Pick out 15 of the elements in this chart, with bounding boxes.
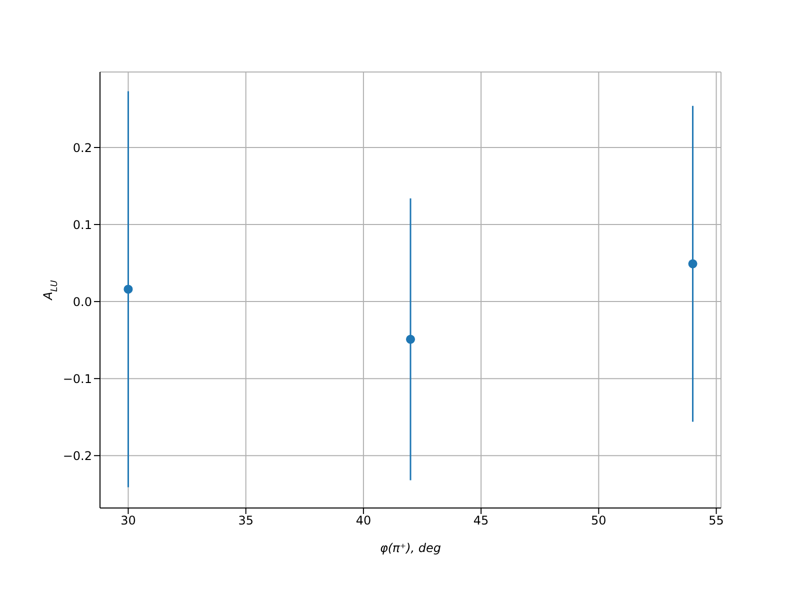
x-tick-label: 30 — [120, 514, 136, 528]
point — [124, 284, 133, 294]
y-tick-label: −0.2 — [62, 448, 92, 463]
y-tick-label: 0.0 — [72, 294, 92, 309]
y-tick-label: 0.2 — [72, 140, 92, 155]
point — [688, 259, 698, 268]
y-tick-label: 0.1 — [72, 218, 92, 232]
point — [406, 334, 416, 344]
x-axis-title: φ(π⁺), deg — [380, 541, 442, 555]
x-tick-label: 55 — [708, 514, 724, 528]
x-tick-label: 50 — [591, 514, 606, 528]
x-tick-label: 40 — [356, 514, 372, 528]
x-tick-label: 35 — [238, 514, 254, 528]
x-tick-label: 45 — [473, 514, 489, 528]
y-tick-label: −0.1 — [62, 372, 92, 386]
